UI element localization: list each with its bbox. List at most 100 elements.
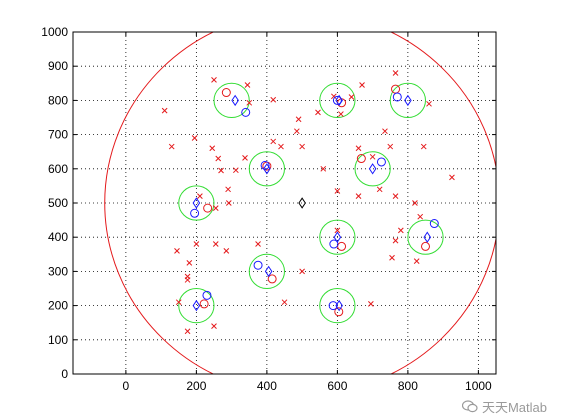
red-cross-point: [355, 193, 362, 200]
cluster-circle: [319, 219, 356, 255]
y-tick-label: 700: [48, 128, 68, 142]
blue-diamond-point: [404, 94, 412, 107]
red-cross-point: [184, 328, 191, 335]
y-tick-label: 600: [48, 162, 68, 176]
red-cross-point: [330, 93, 337, 100]
watermark-text: 天天Matlab: [481, 400, 547, 415]
x-tick-label: 400: [257, 379, 277, 393]
blue-circle-point: [376, 157, 386, 167]
blue-circle-point: [253, 260, 263, 270]
red-cross-point: [392, 70, 399, 76]
red-cross-point: [417, 213, 424, 220]
blue-diamond-point: [333, 231, 342, 243]
red-cross-point: [392, 193, 399, 200]
red-cross-point: [359, 82, 365, 88]
red-cross-point: [320, 165, 327, 172]
cluster-circle: [178, 185, 215, 221]
cluster-circle: [248, 151, 285, 187]
red-circle-point: [221, 88, 231, 98]
red-cross-point: [299, 268, 305, 275]
red-cross-point: [397, 227, 404, 234]
red-cross-point: [368, 301, 374, 307]
red-cross-point: [184, 277, 191, 283]
red-circle-point: [203, 203, 213, 213]
wechat-icon: [461, 400, 478, 413]
blue-diamond-point: [335, 299, 343, 312]
red-cross-point: [315, 109, 321, 116]
red-cross-point: [168, 143, 175, 150]
red-cross-point: [376, 186, 383, 193]
red-cross-point: [242, 155, 248, 161]
y-tick-label: 900: [48, 59, 68, 73]
red-cross-point: [334, 227, 341, 234]
red-cross-point: [211, 323, 217, 329]
x-tick-label: 0: [123, 379, 130, 393]
blue-diamond-point: [423, 231, 432, 243]
boundary-circle: [104, 32, 496, 374]
plot-area: [73, 32, 496, 374]
red-cross-point: [293, 128, 300, 135]
blue-circle-point: [329, 239, 339, 249]
red-cross-point: [413, 258, 420, 264]
red-cross-point: [299, 143, 305, 150]
blue-circle-point: [332, 95, 342, 105]
red-cross-point: [212, 205, 219, 211]
red-cross-point: [212, 241, 219, 247]
red-cross-point: [387, 143, 394, 150]
blue-circle-point: [260, 160, 270, 170]
red-cross-point: [218, 167, 224, 174]
y-tick-label: 500: [48, 196, 68, 210]
red-cross-point: [369, 153, 376, 160]
x-tick-label: 200: [186, 379, 206, 393]
red-cross-point: [215, 155, 222, 162]
red-cross-point: [225, 200, 232, 206]
red-cross-point: [281, 299, 288, 306]
red-cross-point: [193, 241, 200, 247]
blue-diamond-point: [192, 299, 201, 312]
red-cross-point: [197, 193, 203, 200]
blue-circle-point: [241, 107, 251, 117]
red-cross-point: [186, 259, 193, 266]
cluster-circle: [178, 288, 215, 324]
red-circle-point: [421, 241, 430, 251]
red-cross-point: [389, 254, 395, 261]
blue-diamond-point: [231, 94, 239, 107]
x-tick-label: 600: [327, 379, 347, 393]
cluster-circle: [407, 219, 444, 255]
blue-diamond-point: [192, 197, 201, 209]
cluster-circle: [389, 82, 426, 119]
y-tick-label: 1000: [41, 25, 68, 39]
red-cross-point: [174, 248, 180, 254]
red-cross-point: [355, 145, 362, 152]
red-cross-point: [270, 96, 277, 103]
cluster-circle: [319, 288, 356, 324]
red-cross-point: [191, 135, 198, 141]
blue-circle-point: [202, 290, 212, 300]
red-cross-point: [246, 99, 253, 106]
red-cross-point: [449, 174, 455, 181]
red-cross-point: [225, 186, 231, 193]
blue-circle-point: [392, 92, 402, 102]
axis-ticks: 0 200 400 600 800 1000 0 100 200 300 400 500 600 700 8…: [41, 25, 496, 393]
red-cross-point: [278, 143, 284, 150]
blue-diamond-point: [368, 163, 377, 175]
x-tick-label: 1000: [465, 379, 492, 393]
blue-diamond-point: [335, 94, 343, 107]
cluster-circle: [319, 82, 356, 119]
red-cross-point: [209, 145, 216, 152]
red-cross-point: [175, 299, 182, 306]
y-tick-label: 100: [48, 333, 68, 347]
blue-diamond-point: [264, 265, 273, 278]
blue-circle-point: [328, 301, 338, 311]
y-tick-label: 300: [48, 264, 68, 278]
red-cross-point: [382, 128, 388, 135]
red-circle-point: [356, 154, 366, 164]
red-cross-point: [295, 116, 302, 123]
y-tick-label: 400: [48, 230, 68, 244]
red-cross-point: [348, 94, 355, 100]
cluster-circle: [354, 151, 391, 187]
red-cross-point: [255, 241, 261, 247]
red-cross-point: [334, 188, 341, 194]
red-cross-point: [392, 237, 399, 244]
blue-diamond-point: [263, 163, 271, 175]
